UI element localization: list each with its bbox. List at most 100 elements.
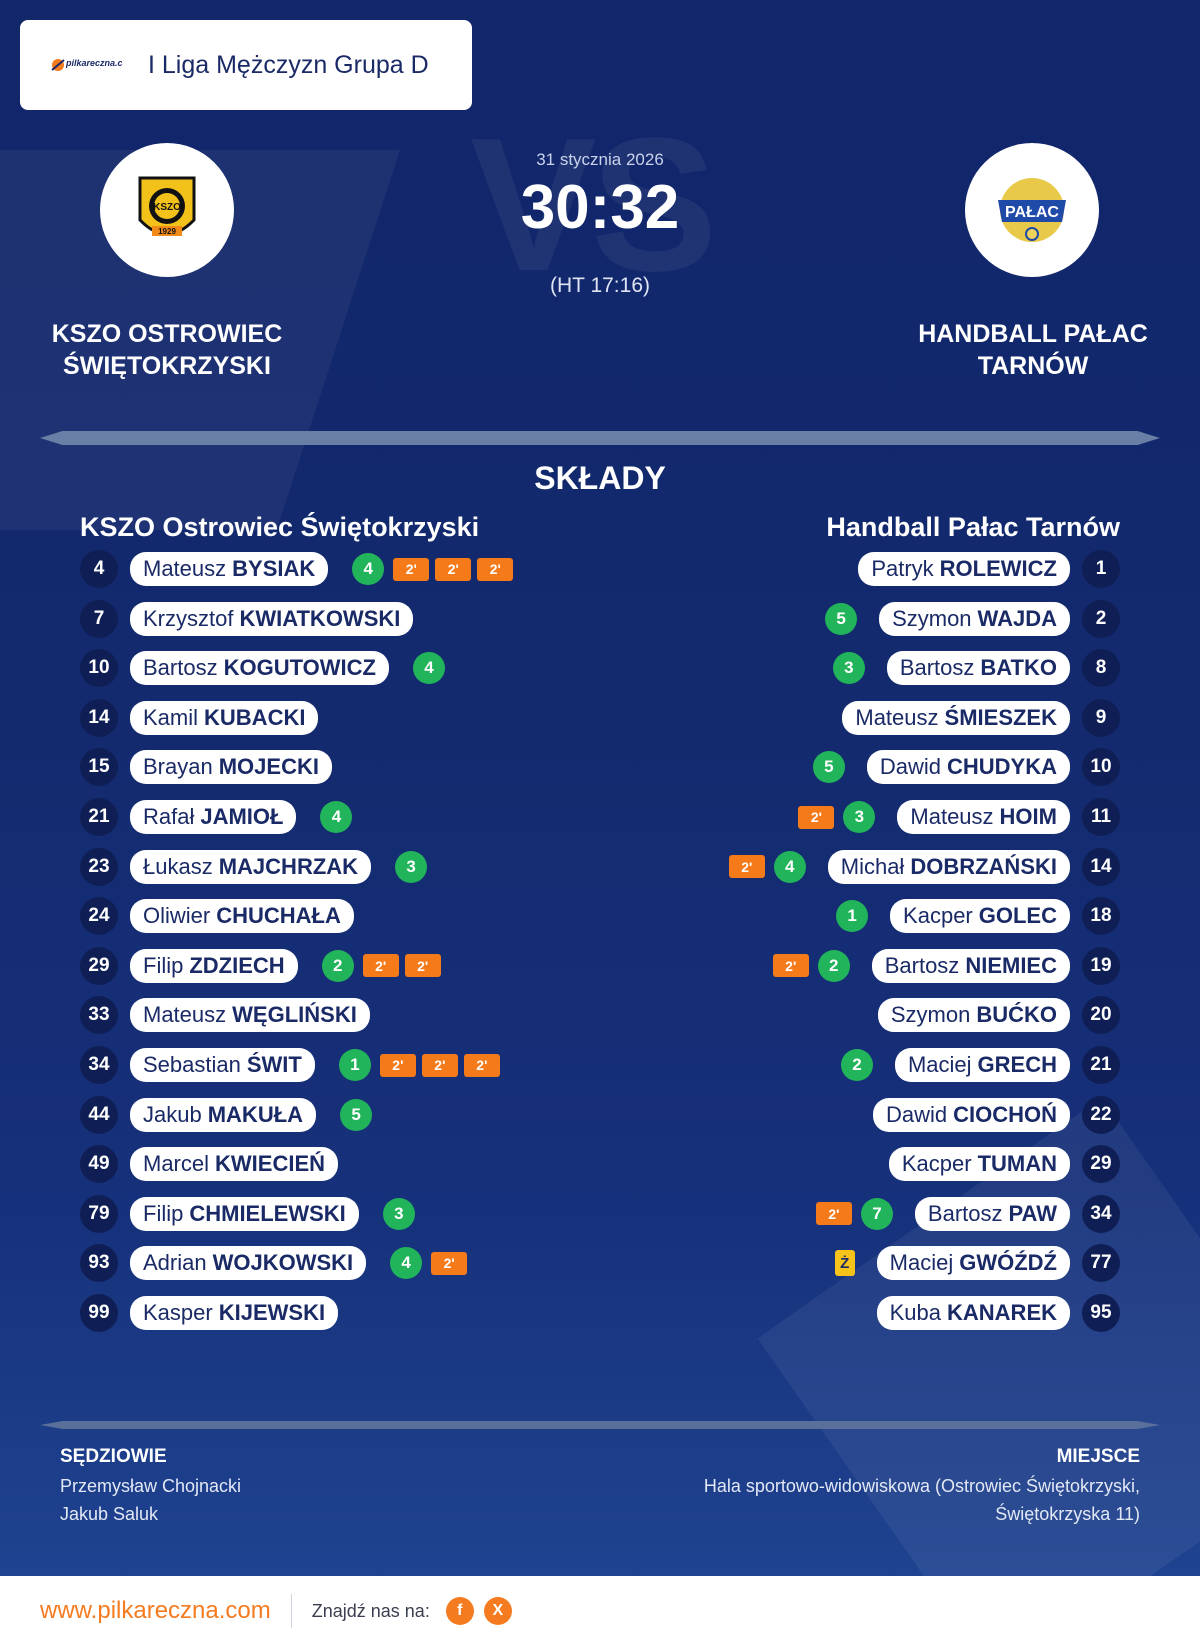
player-last-name: CHUCHAŁA <box>216 903 341 929</box>
shirt-number: 79 <box>80 1194 118 1233</box>
player-stats: 5 <box>825 602 858 635</box>
player-last-name: TUMAN <box>977 1151 1057 1177</box>
player-row: 34 Bartosz PAW 7 2' <box>815 1194 1120 1233</box>
player-first-name: Bartosz <box>884 952 960 978</box>
home-team-name: KSZO OSTROWIEC ŚWIĘTOKRZYSKI <box>51 320 283 380</box>
player-first-name: Kamil <box>143 704 199 730</box>
player-stats: 3 2' <box>798 801 876 833</box>
suspension-badge: 2' <box>379 1053 416 1077</box>
facebook-icon[interactable]: f <box>445 1597 474 1625</box>
find-us-label: Znajdź nas na: <box>311 1600 430 1621</box>
suspension-badge: 2' <box>404 954 441 978</box>
shirt-number: 10 <box>1082 748 1120 787</box>
player-stats: 3 <box>832 652 865 685</box>
suspension-badge: 2' <box>728 855 765 879</box>
suspension-badge: 2' <box>435 557 472 581</box>
goals-badge: 5 <box>825 602 858 635</box>
player-name: Adrian WOJKOWSKI <box>130 1246 367 1281</box>
shirt-number: 21 <box>80 798 118 836</box>
venue-line-1: Hala sportowo-widowiskowa (Ostrowiec Świ… <box>703 1476 1140 1496</box>
player-stats: 4 2' <box>728 850 806 883</box>
player-stats: 3 <box>382 1197 415 1230</box>
shirt-number: 15 <box>80 748 118 787</box>
player-first-name: Kuba <box>889 1300 941 1325</box>
player-row: 79 Filip CHMIELEWSKI 3 <box>80 1194 415 1233</box>
match-score: 30:32 <box>520 173 680 242</box>
suspension-badge: 2' <box>477 557 514 581</box>
player-name: Filip ZDZIECH <box>130 948 298 983</box>
player-last-name: DOBRZAŃSKI <box>910 853 1057 879</box>
player-stats: 7 2' <box>815 1197 893 1230</box>
player-row: 2 Szymon WAJDA 5 <box>825 599 1120 638</box>
player-row: 29 Filip ZDZIECH 2 2' 2' <box>80 946 441 985</box>
shirt-number: 93 <box>80 1244 118 1283</box>
player-name: Filip CHMIELEWSKI <box>130 1196 359 1231</box>
league-title: I Liga Mężczyzn Grupa D <box>148 50 429 79</box>
footer-divider <box>290 1594 292 1628</box>
vs-watermark: VS <box>470 99 717 311</box>
player-first-name: Dawid <box>879 754 941 780</box>
away-lineup-title: Handball Pałac Tarnów <box>826 512 1120 542</box>
player-row: 99 Kasper KIJEWSKI <box>80 1294 362 1332</box>
player-first-name: Mateusz <box>855 704 939 730</box>
referee-1: Przemysław Chojnacki <box>60 1476 242 1496</box>
player-name: Maciej GRECH <box>894 1048 1070 1082</box>
player-last-name: NIEMIEC <box>965 952 1057 978</box>
player-stats: 2 <box>840 1049 873 1081</box>
player-first-name: Brayan <box>143 754 213 780</box>
player-row: 21 Rafał JAMIOŁ 4 <box>80 798 353 836</box>
player-name: Łukasz MAJCHRZAK <box>130 849 372 884</box>
shirt-number: 20 <box>1082 996 1120 1035</box>
shirt-number: 99 <box>80 1294 118 1332</box>
lineups-title: SKŁADY <box>534 460 666 496</box>
player-row: 7 Krzysztof KWIATKOWSKI <box>80 599 437 638</box>
svg-text:KSZO: KSZO <box>153 202 181 213</box>
home-lineup-title: KSZO Ostrowiec Świętokrzyski <box>80 512 480 542</box>
player-first-name: Szymon <box>892 605 972 631</box>
brand-text: pilkareczna.com <box>65 58 122 68</box>
player-first-name: Kacper <box>903 903 973 929</box>
away-crest: PAŁAC <box>965 143 1099 277</box>
player-name: Szymon BUĆKO <box>877 998 1070 1033</box>
x-icon[interactable]: X <box>483 1597 512 1625</box>
player-stats: 1 2' 2' 2' <box>338 1049 500 1081</box>
player-row: 21 Maciej GRECH 2 <box>840 1046 1120 1084</box>
player-first-name: Bartosz <box>143 655 218 681</box>
player-first-name: Rafał <box>143 804 195 829</box>
player-last-name: BYSIAK <box>232 556 316 581</box>
site-link[interactable]: www.pilkareczna.com <box>40 1597 271 1624</box>
player-stats: 2 2' <box>772 949 850 982</box>
player-first-name: Łukasz <box>143 853 213 879</box>
player-name: Patryk ROLEWICZ <box>858 552 1070 586</box>
player-last-name: KANAREK <box>947 1300 1057 1325</box>
player-name: Oliwier CHUCHAŁA <box>130 899 354 934</box>
player-name: Brayan MOJECKI <box>130 750 332 785</box>
player-last-name: KWIATKOWSKI <box>239 605 401 631</box>
goals-badge: 7 <box>860 1197 893 1230</box>
player-name: Maciej GWÓŹDŹ <box>876 1246 1070 1281</box>
player-last-name: JAMIOŁ <box>200 804 284 829</box>
suspension-badge: 2' <box>815 1202 852 1226</box>
player-row: 24 Oliwier CHUCHAŁA <box>80 897 378 936</box>
player-first-name: Michał <box>840 853 905 879</box>
player-last-name: CHUDYKA <box>947 754 1057 780</box>
player-row: 95 Kuba KANAREK <box>855 1294 1120 1332</box>
player-row: 14 Michał DOBRZAŃSKI 4 2' <box>728 847 1120 886</box>
goals-badge: 1 <box>836 900 869 933</box>
player-name: Kamil KUBACKI <box>130 700 319 735</box>
player-last-name: GRECH <box>977 1052 1057 1077</box>
player-row: 22 Dawid CIOCHOŃ <box>851 1095 1120 1134</box>
suspension-badge: 2' <box>463 1053 500 1077</box>
goals-badge: 2 <box>817 949 850 982</box>
player-name: Kacper TUMAN <box>888 1147 1070 1182</box>
palac-logo-icon: PAŁAC <box>998 178 1066 242</box>
player-row: 20 Szymon BUĆKO <box>856 996 1120 1035</box>
player-name: Dawid CHUDYKA <box>866 750 1070 785</box>
player-first-name: Kacper <box>901 1151 972 1177</box>
goals-badge: 2 <box>321 949 354 982</box>
shirt-number: 34 <box>80 1046 118 1084</box>
player-name: Bartosz KOGUTOWICZ <box>130 651 389 686</box>
player-row: 11 Mateusz HOIM 3 2' <box>798 798 1120 836</box>
player-stats: 2 2' 2' <box>321 949 441 982</box>
player-first-name: Jakub <box>143 1101 202 1127</box>
